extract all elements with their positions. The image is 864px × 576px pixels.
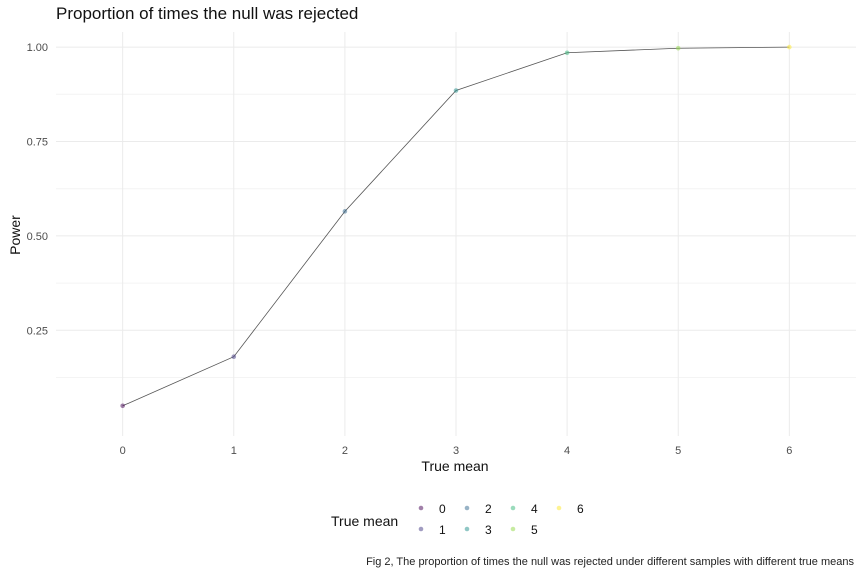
x-tick-label: 3 — [453, 445, 459, 457]
data-point-5 — [675, 45, 681, 51]
legend-label-0: 0 — [439, 502, 446, 516]
x-tick-label: 2 — [342, 445, 348, 457]
legend: True mean 0 1 2 3 4 5 6 — [331, 502, 584, 537]
legend-label-5: 5 — [531, 523, 538, 537]
legend-label-3: 3 — [485, 523, 492, 537]
legend-key-6 — [556, 505, 562, 511]
figure-caption: Fig 2, The proportion of times the null … — [366, 556, 854, 568]
legend-key-0 — [418, 505, 424, 511]
legend-title: True mean — [331, 513, 398, 529]
data-point-4 — [564, 50, 570, 56]
y-tick-label: 0.50 — [27, 231, 48, 243]
data-point-0 — [120, 403, 125, 409]
x-tick-label: 0 — [120, 445, 126, 457]
data-point-6 — [787, 44, 792, 50]
chart-title: Proportion of times the null was rejecte… — [56, 4, 359, 23]
legend-label-6: 6 — [577, 502, 584, 516]
legend-label-1: 1 — [439, 523, 446, 537]
legend-key-1 — [418, 526, 424, 532]
x-axis-title: True mean — [421, 458, 488, 474]
data-point-2 — [342, 209, 348, 214]
legend-key-5 — [510, 526, 516, 532]
x-tick-label: 6 — [786, 445, 792, 457]
data-points — [120, 44, 792, 409]
grid-lines — [56, 32, 856, 436]
x-tick-label: 1 — [231, 445, 237, 457]
legend-key-4 — [510, 505, 516, 511]
data-point-3 — [453, 88, 459, 93]
data-point-1 — [231, 354, 237, 360]
legend-key-2 — [464, 505, 470, 511]
y-axis-title: Power — [7, 215, 23, 255]
y-tick-label: 0.75 — [27, 136, 48, 148]
legend-key-3 — [464, 526, 470, 532]
axis-ticks: 0.25 0.50 0.75 1.00 0 1 2 3 4 5 6 — [27, 42, 793, 457]
x-tick-label: 5 — [675, 445, 681, 457]
x-tick-label: 4 — [564, 445, 570, 457]
legend-label-4: 4 — [531, 502, 538, 516]
y-tick-label: 0.25 — [27, 325, 48, 337]
legend-label-2: 2 — [485, 502, 492, 516]
y-tick-label: 1.00 — [27, 42, 48, 54]
